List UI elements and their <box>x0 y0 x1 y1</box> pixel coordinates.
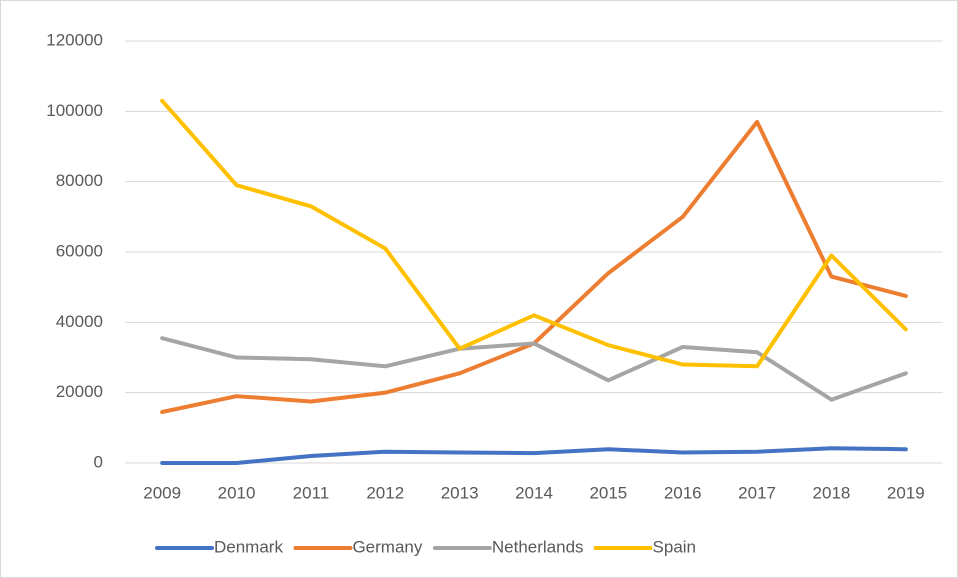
y-tick-label: 40000 <box>56 312 103 331</box>
x-tick-label: 2011 <box>293 483 330 502</box>
series-line <box>160 98 908 369</box>
legend-label: Denmark <box>214 537 283 556</box>
x-tick-label: 2013 <box>441 483 479 502</box>
x-tick-label: 2010 <box>218 483 256 502</box>
y-tick-label: 80000 <box>56 171 103 190</box>
y-tick-label: 60000 <box>56 241 103 260</box>
y-tick-label: 120000 <box>46 30 103 49</box>
x-tick-label: 2012 <box>366 483 404 502</box>
x-tick-label: 2009 <box>143 483 181 502</box>
y-tick-label: 0 <box>94 452 103 471</box>
x-tick-label: 2017 <box>738 483 776 502</box>
x-tick-label: 2019 <box>887 483 925 502</box>
legend-label: Netherlands <box>492 537 584 556</box>
series-line <box>160 336 908 402</box>
y-tick-label: 100000 <box>46 101 103 120</box>
y-tick-label: 20000 <box>56 382 103 401</box>
x-tick-label: 2014 <box>515 483 553 502</box>
x-tick-label: 2015 <box>589 483 627 502</box>
series-line <box>160 446 908 465</box>
legend-label: Germany <box>352 537 422 556</box>
legend-label: Spain <box>653 537 696 556</box>
x-tick-label: 2018 <box>813 483 851 502</box>
x-tick-label: 2016 <box>664 483 702 502</box>
